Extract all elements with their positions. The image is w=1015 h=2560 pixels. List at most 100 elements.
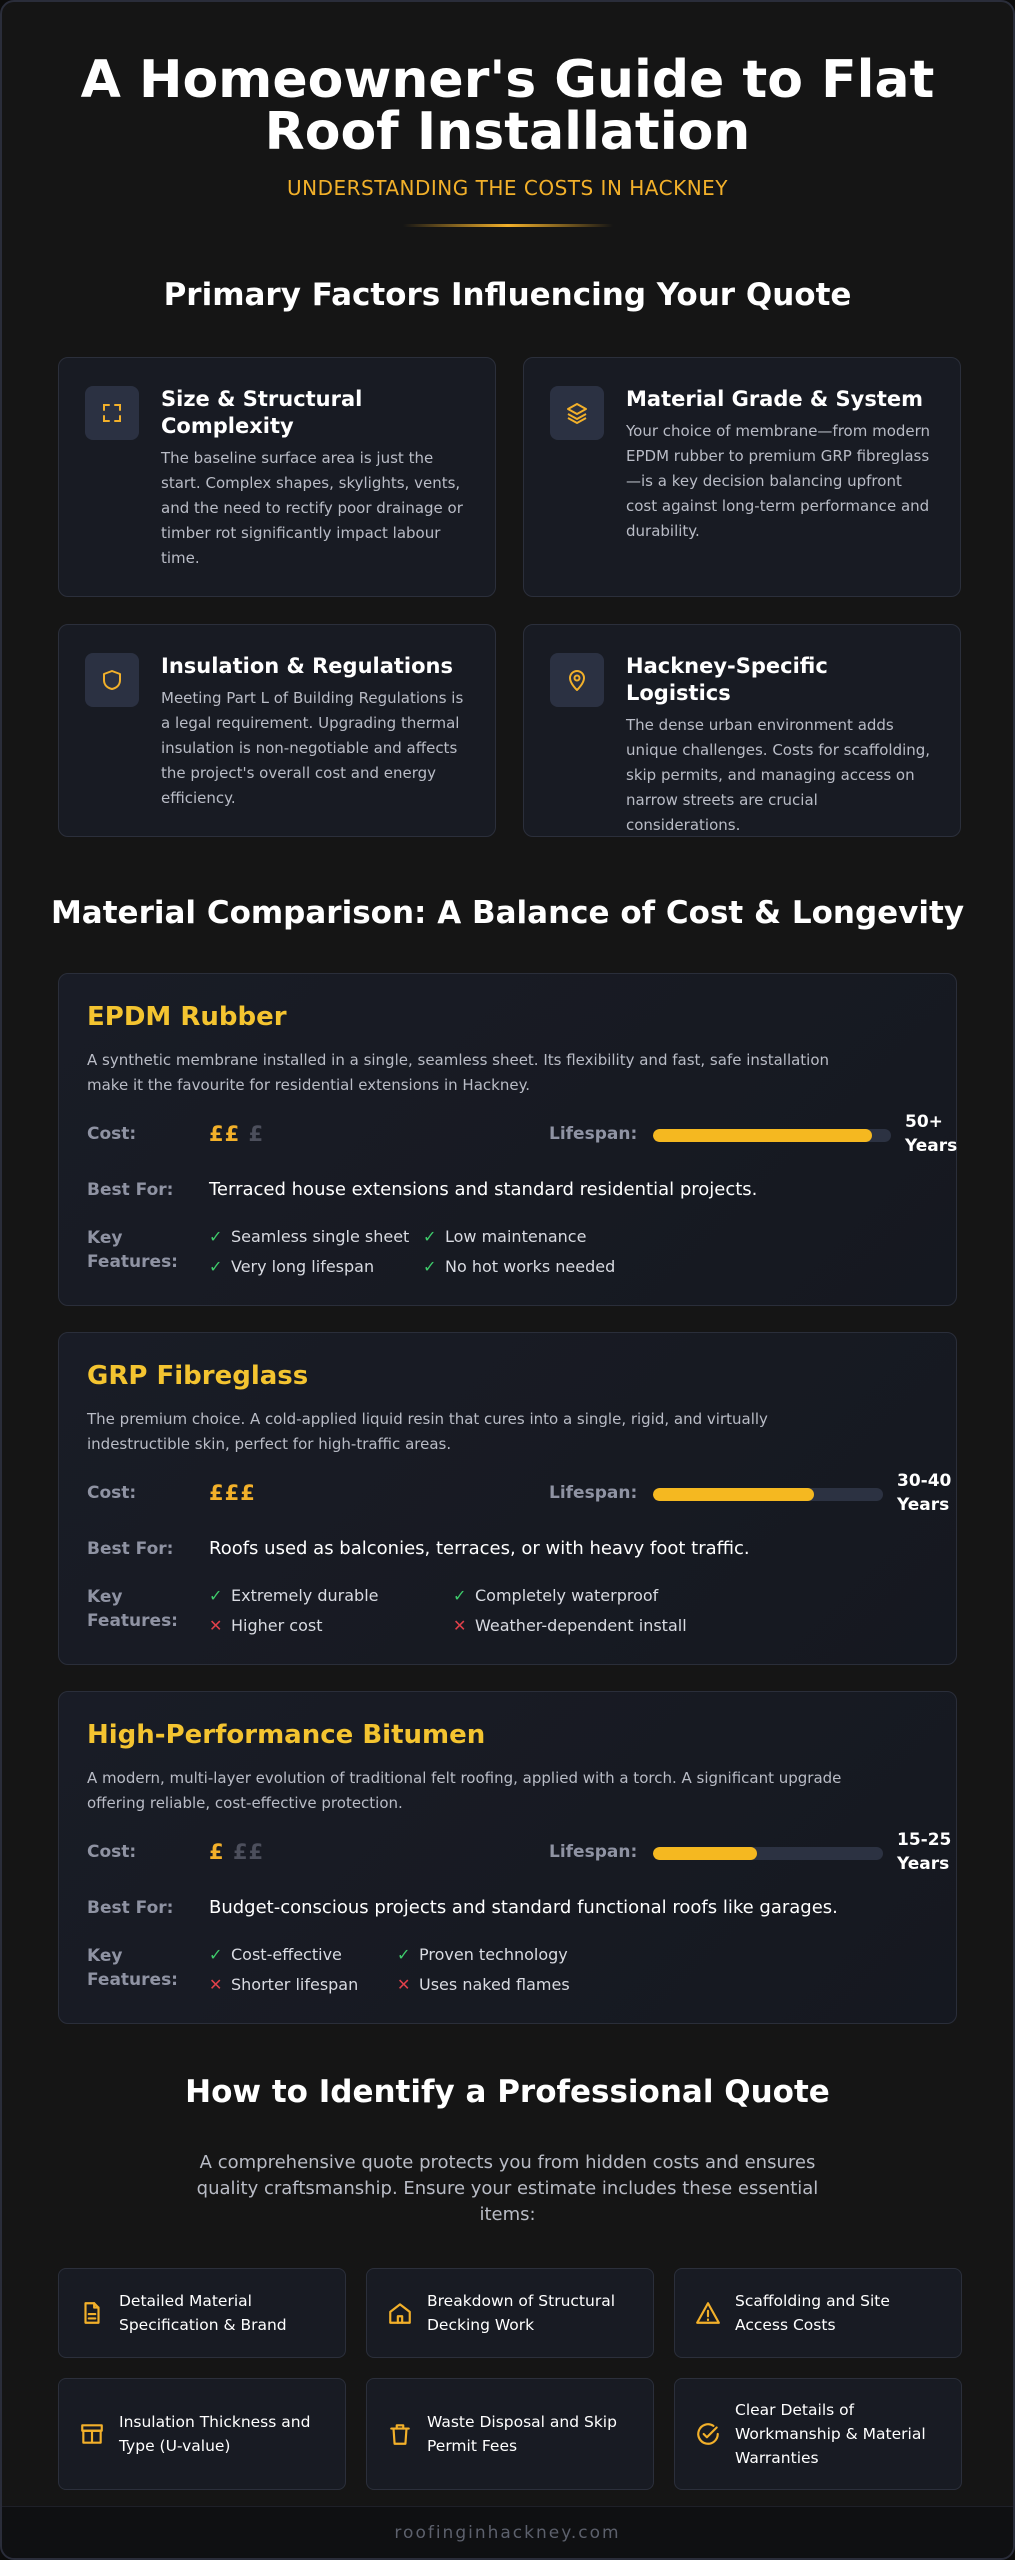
check-circle-icon — [697, 2423, 719, 2445]
material-description: A modern, multi-layer evolution of tradi… — [87, 1769, 842, 1812]
lifespan-value: 15-25 Years — [897, 1830, 952, 1874]
lifespan-value: 50+ Years — [905, 1112, 958, 1156]
cost-label: Cost: — [87, 1842, 137, 1862]
footer: roofinginhackney.com — [2, 2506, 1013, 2558]
factor-text: Your choice of membrane—from modern EPDM… — [626, 422, 931, 540]
checklist-item-text: Waste Disposal and Skip Permit Fees — [427, 2413, 617, 2455]
best-for-value: Budget-conscious projects and standard f… — [209, 1897, 838, 1918]
factor-card-insulation: Insulation & Regulations Meeting Part L … — [58, 624, 496, 837]
feature-item: ✓ Proven technology — [397, 1945, 568, 1964]
factor-title: Size & Structural Complexity — [161, 387, 363, 438]
lifespan-label: Lifespan: — [549, 1842, 638, 1862]
title-divider — [402, 224, 613, 227]
check-icon: ✓ — [423, 1227, 437, 1246]
page-title: A Homeowner's Guide to Flat Roof Install… — [80, 50, 935, 162]
lifespan-bar — [653, 1847, 883, 1860]
cross-icon: ✕ — [209, 1616, 223, 1635]
quote-checklist: Detailed Material Specification & Brand … — [58, 2268, 962, 2490]
quote-section-title: How to Identify a Professional Quote — [185, 2074, 830, 2110]
lifespan-label: Lifespan: — [549, 1483, 638, 1503]
layers-icon — [550, 386, 604, 440]
factor-text: The baseline surface area is just the st… — [161, 449, 463, 567]
shield-icon — [85, 653, 139, 707]
cross-icon: ✕ — [209, 1975, 223, 1994]
cost-label: Cost: — [87, 1124, 137, 1144]
checklist-item: Detailed Material Specification & Brand — [58, 2268, 346, 2358]
cost-rating: £££ — [209, 1481, 256, 1505]
feature-item: ✓ Low maintenance — [423, 1227, 587, 1246]
feature-item: ✓ Seamless single sheet — [209, 1227, 410, 1246]
factor-card-logistics: Hackney-Specific Logistics The dense urb… — [523, 624, 961, 837]
lifespan-bar-fill — [653, 1129, 872, 1142]
feature-item: ✓ Extremely durable — [209, 1586, 379, 1605]
factor-title: Hackney-Specific Logistics — [626, 654, 828, 705]
feature-item: ✓ Completely waterproof — [453, 1586, 659, 1605]
factor-card-size: Size & Structural Complexity The baselin… — [58, 357, 496, 597]
factor-text: The dense urban environment adds unique … — [626, 716, 931, 834]
lifespan-bar-fill — [653, 1488, 814, 1501]
cost-lifespan-row: Cost: £ ££ Lifespan: 15-25 Years — [87, 1830, 951, 1888]
factor-text: Meeting Part L of Building Regulations i… — [161, 689, 464, 807]
factors-grid: Size & Structural Complexity The baselin… — [58, 357, 961, 837]
cost-rating: £ ££ — [209, 1840, 264, 1864]
checklist-item-text: Insulation Thickness and Type (U-value) — [119, 2413, 311, 2455]
materials-section-title: Material Comparison: A Balance of Cost &… — [50, 895, 965, 931]
material-name: GRP Fibreglass — [87, 1361, 309, 1391]
check-icon: ✓ — [209, 1945, 223, 1964]
checklist-item: Insulation Thickness and Type (U-value) — [58, 2378, 346, 2490]
checklist-item-text: Clear Details of Workmanship & Material … — [735, 2401, 926, 2467]
lifespan-bar — [653, 1129, 891, 1142]
lifespan-value: 30-40 Years — [897, 1471, 952, 1515]
check-icon: ✓ — [209, 1227, 223, 1246]
best-for-label: Best For: — [87, 1898, 174, 1918]
cost-rating-empty: ££ — [232, 1840, 265, 1864]
lifespan-bar-fill — [653, 1847, 757, 1860]
header: A Homeowner's Guide to Flat Roof Install… — [2, 2, 1013, 227]
checklist-item-text: Scaffolding and Site Access Costs — [735, 2292, 890, 2334]
cost-rating-filled: £ — [209, 1840, 225, 1864]
cost-rating-filled: ££ — [209, 1122, 241, 1146]
best-for-value: Terraced house extensions and standard r… — [209, 1179, 758, 1200]
material-description: A synthetic membrane installed in a sing… — [87, 1051, 830, 1094]
material-name: EPDM Rubber — [87, 1002, 287, 1032]
cost-rating-empty: £ — [248, 1122, 265, 1146]
factor-title: Material Grade & System — [626, 387, 924, 411]
document-icon — [84, 2302, 100, 2324]
material-card-epdm: EPDM Rubber A synthetic membrane install… — [58, 973, 957, 1306]
best-for-label: Best For: — [87, 1539, 174, 1559]
warning-icon — [696, 2302, 720, 2324]
cost-label: Cost: — [87, 1483, 137, 1503]
check-icon: ✓ — [423, 1257, 437, 1276]
factor-title: Insulation & Regulations — [161, 654, 454, 678]
footer-site-link[interactable]: roofinginhackney.com — [394, 2523, 621, 2543]
insulation-layers-icon — [81, 2424, 103, 2444]
key-features-label: Key Features: — [87, 1946, 178, 1990]
checklist-item: Breakdown of Structural Decking Work — [366, 2268, 654, 2358]
map-pin-icon — [550, 653, 604, 707]
material-card-grp: GRP Fibreglass The premium choice. A col… — [58, 1332, 957, 1665]
expand-icon — [85, 386, 139, 440]
feature-item: ✓ No hot works needed — [423, 1257, 616, 1276]
cost-lifespan-row: Cost: £££ Lifespan: 30-40 Years — [87, 1471, 951, 1529]
lifespan-label: Lifespan: — [549, 1124, 638, 1144]
best-for-label: Best For: — [87, 1180, 174, 1200]
cost-rating: ££ £ — [209, 1122, 264, 1146]
house-icon — [389, 2303, 411, 2324]
quote-intro: A comprehensive quote protects you from … — [196, 2152, 819, 2225]
factor-card-material: Material Grade & System Your choice of m… — [523, 357, 961, 597]
page-subtitle: UNDERSTANDING THE COSTS IN HACKNEY — [286, 176, 729, 200]
feature-item: ✓ Very long lifespan — [209, 1257, 375, 1276]
cost-lifespan-row: Cost: ££ £ Lifespan: 50+ Years — [87, 1112, 957, 1170]
bin-icon — [390, 2424, 410, 2445]
check-icon: ✓ — [209, 1586, 223, 1605]
cost-rating-filled: £££ — [209, 1481, 256, 1505]
cross-icon: ✕ — [397, 1975, 411, 1994]
checklist-item-text: Detailed Material Specification & Brand — [119, 2292, 287, 2334]
material-name: High-Performance Bitumen — [87, 1720, 486, 1750]
key-features-label: Key Features: — [87, 1228, 178, 1272]
feature-item: ✓ Cost-effective — [209, 1945, 342, 1964]
checklist-item: Waste Disposal and Skip Permit Fees — [366, 2378, 654, 2490]
feature-item: ✕ Shorter lifespan — [209, 1975, 359, 1994]
check-icon: ✓ — [209, 1257, 223, 1276]
